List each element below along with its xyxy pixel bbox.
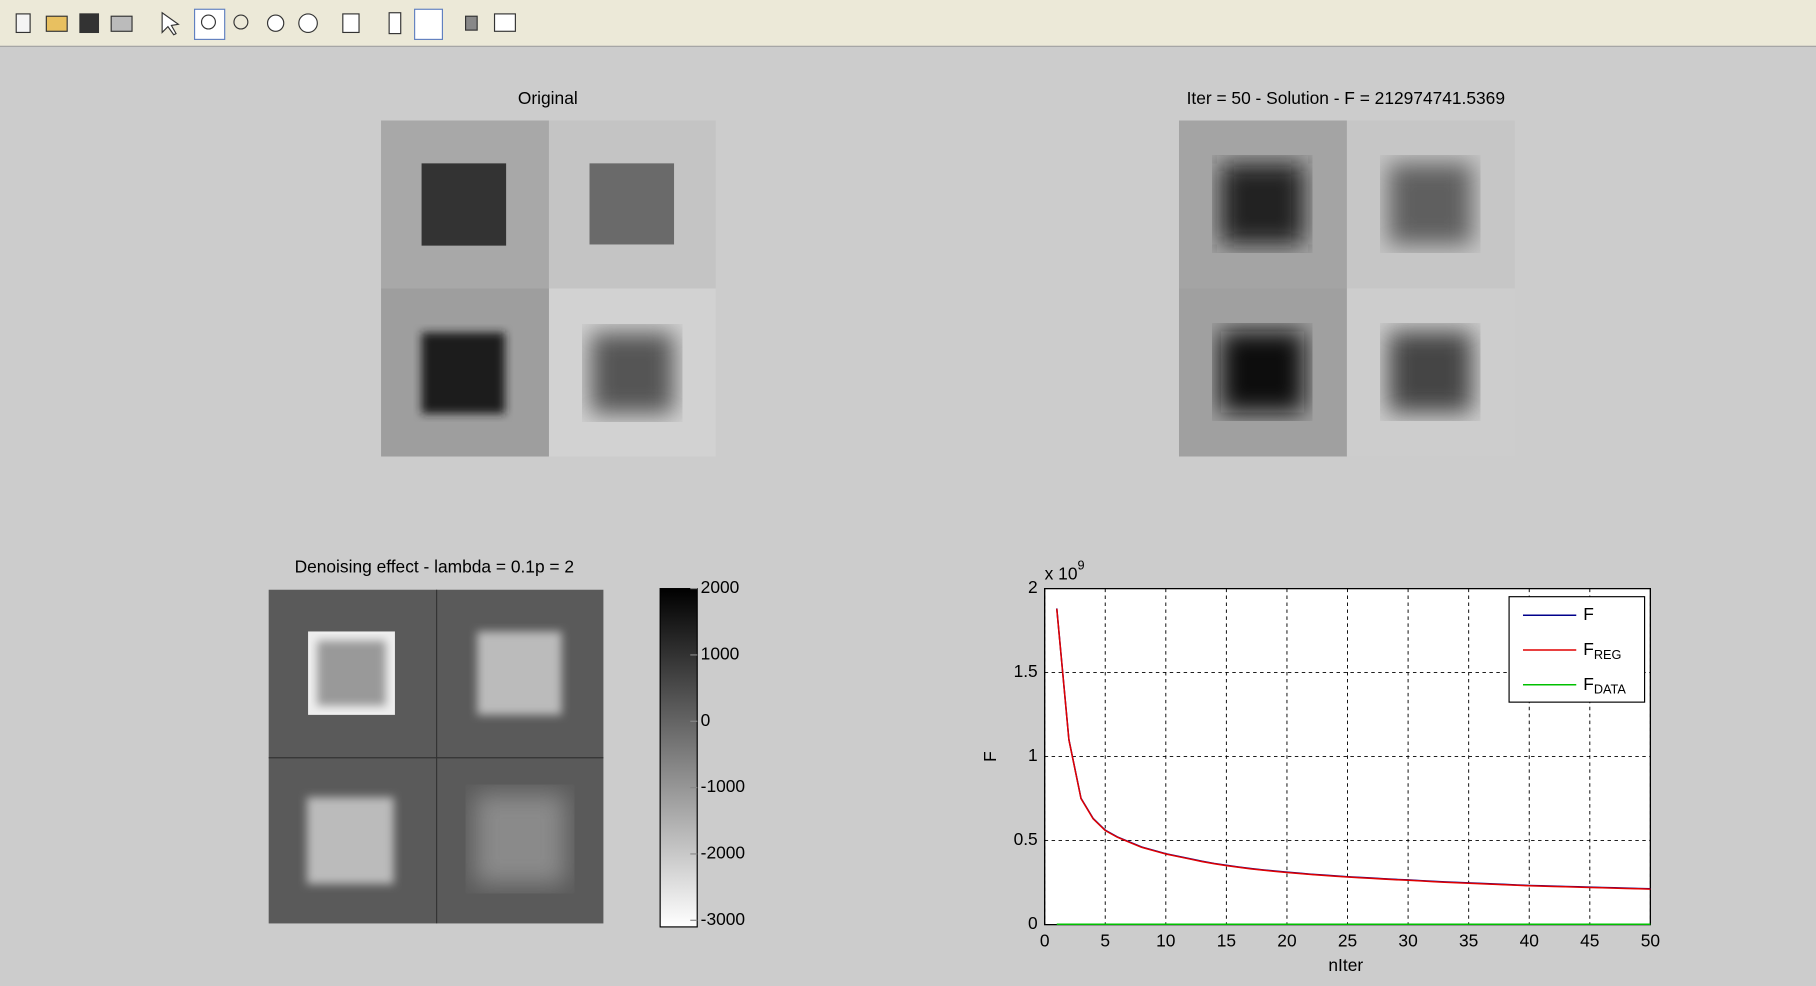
colorbar bbox=[660, 589, 697, 927]
legend-subscript: REG bbox=[1594, 647, 1622, 662]
image-square bbox=[477, 631, 562, 714]
multiplier-exponent: 9 bbox=[1077, 558, 1084, 573]
solution-image bbox=[1179, 120, 1515, 456]
colorbar-tick-label: -1000 bbox=[701, 776, 745, 796]
y-tick-label: 1.5 bbox=[1014, 661, 1038, 681]
colorbar-tick-label: 1000 bbox=[701, 644, 740, 664]
x-tick-label: 40 bbox=[1520, 931, 1539, 951]
y-axis-label: F bbox=[980, 751, 1000, 762]
panel-title: Original bbox=[518, 88, 578, 108]
x-tick-label: 15 bbox=[1217, 931, 1236, 951]
image-square bbox=[591, 333, 674, 414]
multiplier-base: x 10 bbox=[1045, 563, 1078, 583]
denoising-image bbox=[269, 590, 604, 924]
legend-subscript: DATA bbox=[1594, 682, 1627, 697]
page: Original Iter = 50 - Solution - F = 2129… bbox=[0, 0, 1816, 986]
image-square bbox=[590, 163, 675, 244]
colorbar-tick-label: -3000 bbox=[701, 909, 745, 929]
original-image bbox=[381, 120, 716, 456]
save-button[interactable] bbox=[80, 14, 99, 33]
legend-name: F bbox=[1583, 604, 1594, 624]
image-square bbox=[307, 797, 394, 884]
legend-button[interactable] bbox=[415, 9, 443, 39]
zoom-in-button[interactable] bbox=[195, 9, 225, 39]
x-tick-label: 45 bbox=[1580, 931, 1599, 951]
open-button[interactable] bbox=[46, 16, 67, 31]
image-square bbox=[1221, 163, 1304, 244]
matlab-figure: Original Iter = 50 - Solution - F = 2129… bbox=[0, 0, 1816, 986]
x-tick-label: 20 bbox=[1277, 931, 1296, 951]
panel-title: Denoising effect - lambda = 0.1p = 2 bbox=[295, 556, 574, 576]
y-tick-label: 2 bbox=[1028, 577, 1038, 597]
panel-title: Iter = 50 - Solution - F = 212974741.536… bbox=[1187, 88, 1505, 108]
y-tick-label: 0.5 bbox=[1014, 829, 1038, 849]
x-tick-label: 25 bbox=[1338, 931, 1357, 951]
colorbar-tick-label: 0 bbox=[701, 710, 711, 730]
y-tick-label: 0 bbox=[1028, 913, 1038, 933]
x-axis-label: nIter bbox=[1328, 955, 1363, 975]
colorbar-button[interactable] bbox=[389, 13, 401, 34]
rotate-button[interactable] bbox=[299, 14, 318, 33]
image-square bbox=[1389, 163, 1472, 244]
show-tools-button[interactable] bbox=[495, 14, 516, 31]
x-tick-label: 0 bbox=[1040, 931, 1050, 951]
y-tick-label: 1 bbox=[1028, 745, 1038, 765]
hide-tools-button[interactable] bbox=[466, 16, 478, 30]
legend-label: F bbox=[1583, 604, 1594, 624]
x-tick-label: 5 bbox=[1100, 931, 1110, 951]
image-square bbox=[1389, 331, 1472, 412]
colorbar-tick-label: -2000 bbox=[701, 843, 745, 863]
legend-name: F bbox=[1583, 639, 1594, 659]
new-button[interactable] bbox=[16, 14, 30, 33]
x-tick-label: 30 bbox=[1398, 931, 1417, 951]
pan-button[interactable] bbox=[268, 15, 284, 31]
print-button[interactable] bbox=[111, 16, 132, 31]
image-square bbox=[475, 794, 565, 884]
colorbar-tick-label: 2000 bbox=[701, 577, 740, 597]
x-tick-label: 10 bbox=[1156, 931, 1175, 951]
legend-name: F bbox=[1583, 673, 1594, 693]
data-cursor-button[interactable] bbox=[343, 14, 359, 33]
image-square bbox=[317, 641, 385, 706]
x-tick-label: 50 bbox=[1641, 931, 1660, 951]
image-square bbox=[422, 163, 507, 245]
x-tick-label: 35 bbox=[1459, 931, 1478, 951]
image-square bbox=[1221, 331, 1304, 412]
image-square bbox=[422, 333, 505, 414]
